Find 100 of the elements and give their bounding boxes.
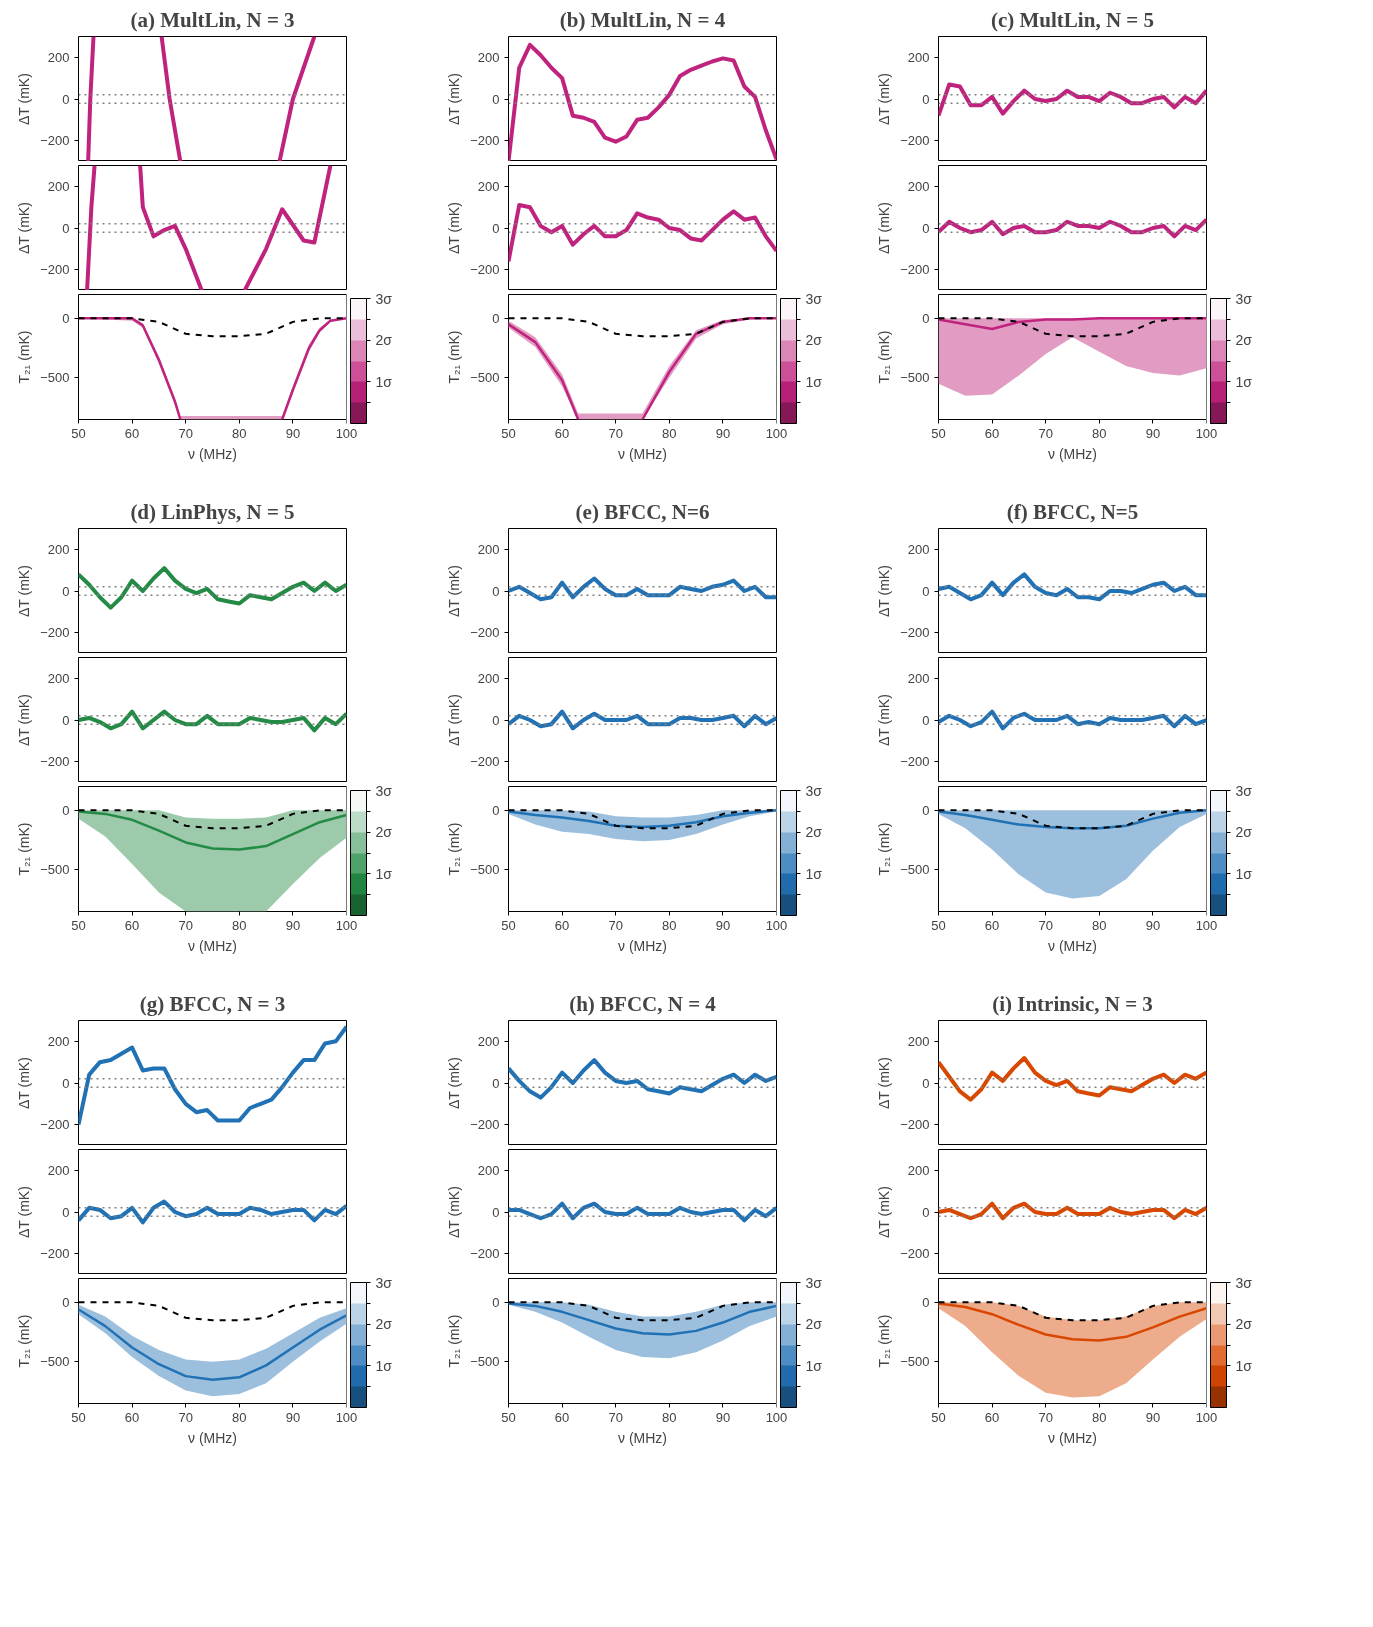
color-bar-label: 1σ	[805, 1357, 823, 1374]
color-bar-label: 3σ	[1235, 782, 1253, 799]
y-axis-title: ΔT (mK)	[16, 202, 33, 255]
color-bar-label: 3σ	[375, 782, 393, 799]
y-tick-label: 0	[492, 1204, 500, 1220]
x-tick-label: 100	[335, 917, 358, 933]
color-bar-label: 2σ	[1235, 824, 1253, 841]
y-tick-label: 200	[907, 1162, 930, 1178]
x-tick-label: 60	[984, 917, 1000, 933]
y-axis-title: T₂₁ (mK)	[16, 330, 33, 384]
color-bar-label: 2σ	[375, 1316, 393, 1333]
x-tick-label: 50	[931, 425, 946, 441]
x-tick-label: 70	[608, 1409, 623, 1425]
x-tick-label: 80	[662, 425, 677, 441]
y-tick-label: −200	[470, 133, 500, 149]
y-tick-label: −500	[40, 862, 70, 878]
x-tick-label: 90	[285, 1409, 301, 1425]
y-tick-label: −200	[900, 262, 930, 278]
y-axis-title: ΔT (mK)	[16, 565, 33, 618]
y-tick-label: 0	[922, 712, 930, 728]
x-tick-label: 100	[765, 917, 788, 933]
x-tick-label: 80	[232, 1409, 247, 1425]
x-tick-label: 100	[765, 1409, 788, 1425]
y-axis-title: T₂₁ (mK)	[446, 1314, 463, 1368]
color-bar-label: 2σ	[375, 824, 393, 841]
x-tick-label: 70	[178, 425, 193, 441]
x-axis-title: ν (MHz)	[618, 1429, 668, 1446]
y-axis-title: ΔT (mK)	[876, 1186, 893, 1239]
y-tick-label: −200	[470, 262, 500, 278]
x-tick-label: 50	[71, 425, 86, 441]
x-tick-label: 60	[984, 425, 1000, 441]
y-tick-label: −500	[470, 1354, 500, 1370]
y-axis-title: ΔT (mK)	[16, 694, 33, 747]
chart-title: (a) MultLin, N = 3	[130, 7, 295, 32]
y-axis-title: ΔT (mK)	[446, 565, 463, 618]
y-tick-label: 0	[62, 1075, 70, 1091]
x-tick-label: 80	[662, 1409, 677, 1425]
color-bar-label: 3σ	[1235, 290, 1253, 307]
y-tick-label: −500	[40, 1354, 70, 1370]
y-tick-label: 0	[492, 1294, 500, 1310]
y-tick-label: 0	[922, 220, 930, 236]
color-bar-label: 1σ	[805, 865, 823, 882]
chart-title: (e) BFCC, N=6	[575, 499, 710, 524]
y-tick-label: 0	[62, 712, 70, 728]
y-tick-label: −500	[470, 862, 500, 878]
y-tick-label: 0	[922, 310, 930, 326]
x-tick-label: 90	[1145, 425, 1161, 441]
y-tick-label: 0	[492, 583, 500, 599]
y-axis-title: ΔT (mK)	[876, 1057, 893, 1110]
x-tick-label: 100	[765, 425, 788, 441]
y-tick-label: −200	[900, 625, 930, 641]
x-tick-label: 70	[608, 425, 623, 441]
y-axis-title: ΔT (mK)	[446, 694, 463, 747]
y-tick-label: −200	[40, 625, 70, 641]
color-bar-label: 3σ	[375, 1274, 393, 1291]
color-bar-label: 2σ	[375, 332, 393, 349]
y-tick-label: −500	[470, 370, 500, 386]
color-bar-label: 1σ	[375, 373, 393, 390]
y-tick-label: 0	[62, 802, 70, 818]
y-tick-label: −200	[40, 1246, 70, 1262]
x-axis-title: ν (MHz)	[618, 937, 668, 954]
y-tick-label: 200	[907, 178, 930, 194]
x-tick-label: 50	[71, 1409, 86, 1425]
color-bar-label: 1σ	[375, 865, 393, 882]
y-axis-title: T₂₁ (mK)	[876, 822, 893, 876]
y-tick-label: 200	[477, 49, 500, 65]
color-bar-label: 1σ	[1235, 1357, 1253, 1374]
x-tick-label: 60	[554, 1409, 570, 1425]
y-axis-title: ΔT (mK)	[446, 202, 463, 255]
x-tick-label: 80	[662, 917, 677, 933]
chart-title: (c) MultLin, N = 5	[990, 7, 1155, 32]
y-tick-label: −200	[470, 754, 500, 770]
color-bar-label: 2σ	[805, 332, 823, 349]
color-bar-label: 2σ	[805, 824, 823, 841]
y-tick-label: 0	[62, 583, 70, 599]
x-axis-title: ν (MHz)	[1048, 1429, 1098, 1446]
x-axis-title: ν (MHz)	[1048, 445, 1098, 462]
y-tick-label: 0	[492, 712, 500, 728]
y-tick-label: 200	[47, 1162, 70, 1178]
x-tick-label: 50	[931, 1409, 946, 1425]
y-axis-title: ΔT (mK)	[446, 73, 463, 126]
y-tick-label: 0	[62, 1294, 70, 1310]
y-axis-title: ΔT (mK)	[876, 202, 893, 255]
x-tick-label: 80	[1092, 425, 1107, 441]
x-tick-label: 60	[124, 1409, 140, 1425]
chart-title: (g) BFCC, N = 3	[139, 991, 286, 1016]
y-tick-label: 200	[477, 1162, 500, 1178]
y-tick-label: 200	[47, 670, 70, 686]
y-axis-title: ΔT (mK)	[16, 1186, 33, 1239]
x-tick-label: 70	[178, 917, 193, 933]
color-bar-label: 3σ	[805, 782, 823, 799]
x-tick-label: 90	[715, 425, 731, 441]
x-tick-label: 100	[1195, 425, 1218, 441]
y-axis-title: T₂₁ (mK)	[446, 822, 463, 876]
x-tick-label: 70	[1038, 917, 1053, 933]
x-tick-label: 80	[232, 917, 247, 933]
y-tick-label: −200	[40, 754, 70, 770]
y-tick-label: 0	[922, 802, 930, 818]
x-tick-label: 50	[501, 1409, 516, 1425]
x-tick-label: 100	[335, 1409, 358, 1425]
